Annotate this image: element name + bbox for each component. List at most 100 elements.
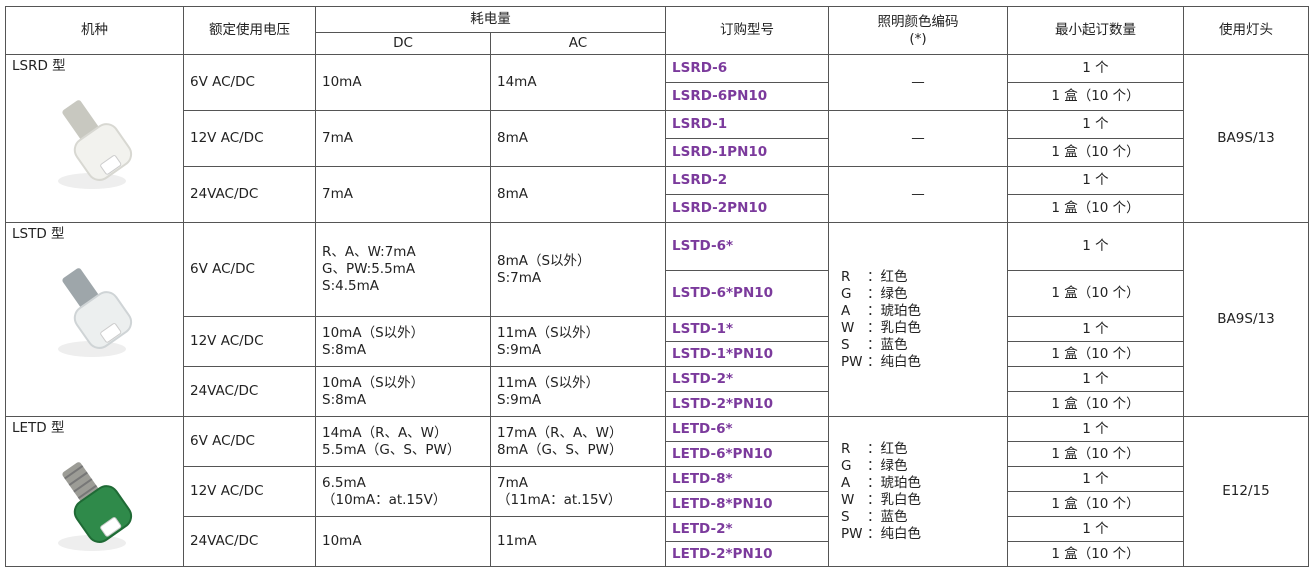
min-qty: 1 个 <box>1007 54 1184 83</box>
model-cell: LETD 型 <box>5 416 184 567</box>
order-code: LSTD-6*PN10 <box>665 270 829 317</box>
order-code: LSTD-1*PN10 <box>665 341 829 367</box>
color-code-line: R ：红色 <box>841 269 1001 286</box>
dc-cell: R、A、W:7mA G、PW:5.5mA S:4.5mA <box>315 222 491 317</box>
dc-line: 14mA（R、A、W） <box>322 424 448 441</box>
ac-line: 11mA <box>497 533 537 549</box>
order-code: LSTD-2*PN10 <box>665 391 829 417</box>
table-row: LSTD 型 6V AC/DC R、A、W:7mA G、PW:5.5mA S:4.5m… <box>5 222 1309 417</box>
color-code-line: G ：绿色 <box>841 286 1001 303</box>
spec-table: 机种 额定使用电压 耗电量 订购型号 照明颜色编码 (*) 最小起订数量 使用灯头… <box>5 6 1309 567</box>
color-name: ：琥珀色 <box>867 302 921 319</box>
base-cell: E12/15 <box>1183 416 1309 567</box>
color-code: A <box>841 474 851 491</box>
order-code: LSRD-2PN10 <box>665 194 829 223</box>
order-code: LSRD-2 <box>665 166 829 195</box>
order-code: LETD-8* <box>665 466 829 492</box>
table-row: LETD-8*PN10 1 盒（10 个） <box>6 491 1309 517</box>
min-qty: 1 盒（10 个） <box>1007 138 1184 167</box>
color-name: ：乳白色 <box>867 319 921 336</box>
ac-line: 8mA（S以外） <box>497 252 591 269</box>
header-cell: 最小起订数量 <box>1007 6 1184 55</box>
color-code: A <box>841 302 851 319</box>
bulb-image <box>58 268 133 357</box>
dc-cell: 10mA <box>315 54 491 111</box>
ac-cell: 8mA <box>490 166 666 223</box>
color-code: S <box>841 508 850 525</box>
min-qty: 1 盒（10 个） <box>1007 341 1184 367</box>
ac-line: 7mA <box>497 474 528 491</box>
dc-line: 10mA <box>322 74 362 90</box>
order-code: LSRD-6PN10 <box>665 82 829 111</box>
ac-cell: 7mA （11mA：at.15V） <box>490 466 666 517</box>
ac-cell: 11mA（S以外） S:9mA <box>490 316 666 367</box>
dc-cell: 10mA（S以外） S:8mA <box>315 366 491 417</box>
min-qty: 1 个 <box>1007 222 1184 271</box>
ac-cell: 8mA（S以外） S:7mA <box>490 222 666 317</box>
model-name: LSTD 型 <box>12 226 65 242</box>
header-text: 照明颜色编码 <box>877 13 959 30</box>
dc-line: 10mA（S以外） <box>322 374 425 391</box>
table-row: LSTD-6*PN10 1 盒（10 个） <box>6 270 1309 317</box>
dc-line: 10mA（S以外） <box>322 324 425 341</box>
voltage-cell: 24VAC/DC <box>183 366 316 417</box>
dc-cell: 10mA（S以外） S:8mA <box>315 316 491 367</box>
min-qty: 1 个 <box>1007 110 1184 139</box>
voltage-cell: 24VAC/DC <box>183 516 316 567</box>
table-row: LETD-2*PN10 1 盒（10 个） <box>6 541 1309 567</box>
header-cell: 订购型号 <box>665 6 829 55</box>
table-row: 24VAC/DC 7mA 8mA LSRD-2—1 个 <box>6 166 1309 223</box>
bulb-image <box>58 462 133 551</box>
color-code: R <box>841 440 851 457</box>
color-code: PW <box>841 353 863 370</box>
color-name: ：蓝色 <box>867 336 908 353</box>
min-qty: 1 盒（10 个） <box>1007 541 1184 567</box>
dc-line: R、A、W:7mA <box>322 244 416 260</box>
dc-line: 5.5mA（G、S、PW） <box>322 441 461 458</box>
header-cell: 使用灯头 <box>1183 6 1309 55</box>
table-row: LSRD-6PN10 1 盒（10 个） <box>6 82 1309 111</box>
color-code: R <box>841 268 851 285</box>
color-code-cell: — <box>828 54 1008 111</box>
dc-line: G、PW:5.5mA <box>322 261 416 277</box>
header-cell: 机种 <box>5 6 184 55</box>
color-name: ：红色 <box>867 440 908 457</box>
color-name: ：琥珀色 <box>867 474 921 491</box>
model-cell: LSTD 型 <box>5 222 184 417</box>
order-code: LSTD-6* <box>665 222 829 271</box>
base-cell: BA9S/13 <box>1183 222 1309 417</box>
dc-line: 6.5mA <box>322 474 366 491</box>
header-cell: AC <box>490 32 666 55</box>
table-row: 12V AC/DC 6.5mA （10mA：at.15V） 7mA （11mA：at.1… <box>6 466 1309 517</box>
voltage-cell: 6V AC/DC <box>183 54 316 111</box>
order-code: LSRD-6 <box>665 54 829 83</box>
ac-cell: 8mA <box>490 110 666 167</box>
ac-line: 11mA（S以外） <box>497 374 600 391</box>
voltage-cell: 24VAC/DC <box>183 166 316 223</box>
order-code: LSTD-1* <box>665 316 829 342</box>
color-code: S <box>841 336 850 353</box>
min-qty: 1 个 <box>1007 416 1184 442</box>
dc-cell: 14mA（R、A、W） 5.5mA（G、S、PW） <box>315 416 491 467</box>
color-code-cell: R ：红色 G ：绿色 A ：琥珀色 W ：乳白色 S ：蓝色 PW ：纯白色 <box>828 416 1008 567</box>
min-qty: 1 个 <box>1007 466 1184 492</box>
color-code-line: S ：蓝色 <box>841 337 1001 354</box>
color-name: ：纯白色 <box>867 353 921 370</box>
order-code: LETD-2* <box>665 516 829 542</box>
min-qty: 1 盒（10 个） <box>1007 194 1184 223</box>
ac-line: 8mA <box>497 186 528 202</box>
model-name: LETD 型 <box>12 420 65 436</box>
dc-cell: 7mA <box>315 110 491 167</box>
ac-line: S:9mA <box>497 391 542 408</box>
table-row: 12V AC/DC 7mA 8mA LSRD-1—1 个 <box>6 110 1309 167</box>
color-code: G <box>841 457 852 474</box>
min-qty: 1 个 <box>1007 166 1184 195</box>
table-row: LSRD 型 6V AC/DC 10mA 14mA LSRD-6—1 个 BA9S/13 <box>5 54 1309 223</box>
min-qty: 1 盒（10 个） <box>1007 270 1184 317</box>
ac-line: S:9mA <box>497 341 542 358</box>
dc-line: （10mA：at.15V） <box>322 491 447 508</box>
color-code: W <box>841 319 855 336</box>
ac-cell: 11mA <box>490 516 666 567</box>
min-qty: 1 盒（10 个） <box>1007 82 1184 111</box>
color-code-line: W ：乳白色 <box>841 492 1001 509</box>
